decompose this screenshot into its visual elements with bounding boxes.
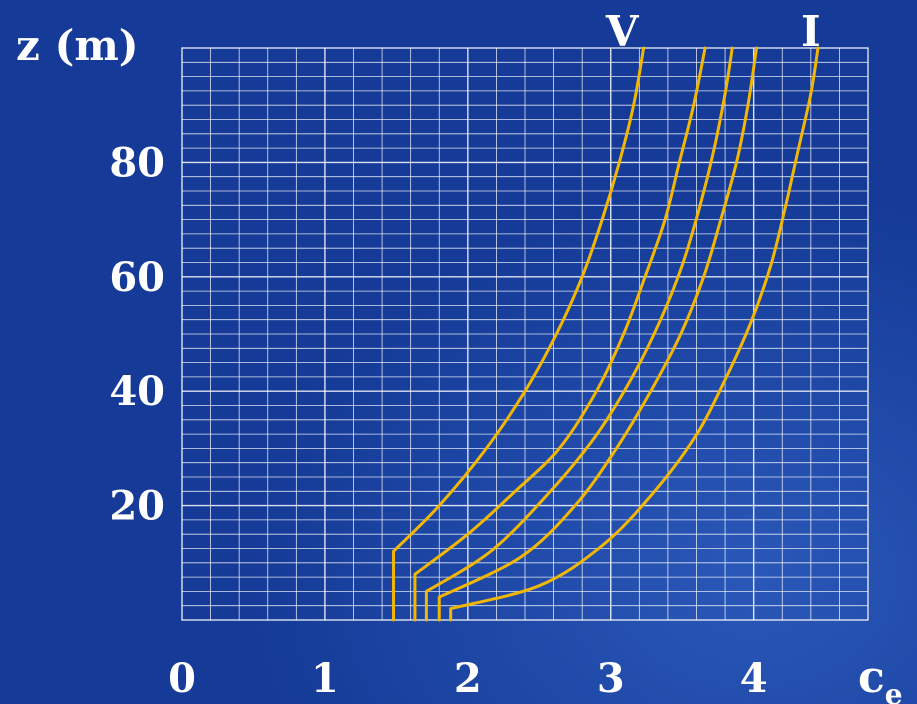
grid: [181, 47, 869, 621]
x-tick-label: 3: [597, 655, 625, 702]
tick-labels: 0 1 2 3 4 20 40 60 80: [109, 139, 767, 702]
series-line-3: [424, 46, 734, 622]
y-axis-label: z (m): [16, 21, 139, 70]
x-tick-label: 2: [454, 655, 482, 702]
x-tick-label: 0: [168, 655, 196, 702]
y-tick-label: 40: [109, 368, 165, 415]
y-tick-label: 80: [109, 139, 165, 186]
series-line-1: [392, 46, 646, 622]
x-axis-label-subscript: e: [885, 678, 903, 704]
x-axis-label: ce: [858, 652, 903, 704]
series-line-5: [449, 46, 820, 622]
x-tick-label: 4: [740, 655, 768, 702]
y-tick-label: 20: [109, 483, 165, 530]
annotation-i: I: [801, 7, 821, 56]
annotation-v: V: [605, 7, 640, 56]
series-line-4: [437, 46, 759, 622]
y-tick-label: 60: [109, 254, 165, 301]
series-group: [392, 46, 820, 622]
x-tick-label: 1: [311, 655, 339, 702]
series-line-2: [413, 46, 707, 622]
